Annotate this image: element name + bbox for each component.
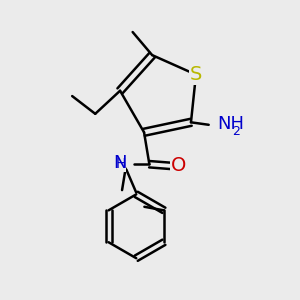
Text: S: S (190, 65, 202, 84)
Text: O: O (171, 157, 186, 175)
Text: H: H (115, 157, 126, 171)
Text: NH: NH (218, 115, 244, 133)
Text: 2: 2 (232, 125, 240, 138)
Text: N: N (113, 154, 127, 172)
